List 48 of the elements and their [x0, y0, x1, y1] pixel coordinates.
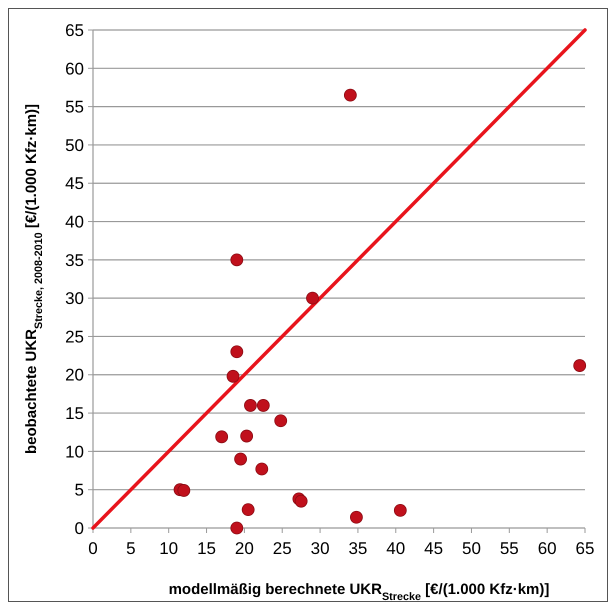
point [306, 292, 319, 305]
point [350, 510, 363, 524]
y-tick-label: 25 [65, 327, 84, 346]
point [573, 359, 586, 372]
point [230, 522, 244, 534]
x-tick-label: 20 [234, 539, 254, 558]
y-tick-label: 35 [65, 250, 84, 270]
x-tick-label: 40 [386, 539, 406, 558]
y-tick-label: 55 [65, 98, 84, 117]
point [230, 253, 244, 266]
point [255, 462, 268, 476]
point [215, 430, 228, 444]
y-tick-label: 45 [65, 174, 84, 194]
point [234, 452, 247, 466]
y-tick-label: 20 [65, 366, 84, 385]
point [226, 370, 240, 383]
y-tick-label: 10 [65, 442, 84, 462]
y-tick-label: 60 [65, 59, 84, 78]
y-tick-label: 30 [65, 289, 84, 308]
x-tick-label: 15 [197, 539, 216, 558]
point [240, 430, 254, 442]
point [344, 88, 357, 102]
point [394, 504, 407, 517]
y-tick-label: 40 [65, 212, 84, 232]
x-tick-label: 5 [126, 539, 136, 558]
y-tick-label: 15 [65, 404, 84, 424]
y-tick-label: 65 [65, 20, 84, 40]
x-tick-label: 30 [310, 539, 330, 558]
x-tick-label: 45 [424, 539, 444, 558]
point [177, 484, 190, 497]
y-tick-label: 0 [74, 518, 84, 538]
point [242, 503, 255, 516]
x-tick-label: 50 [462, 539, 481, 558]
point [256, 399, 270, 412]
y-tick-label: 5 [74, 480, 84, 500]
point [294, 494, 308, 508]
x-tick-label: 35 [348, 539, 368, 558]
x-axis-title: modellmäßig berechnete UKR$_{Strecke}$ [€/(1.000 Kfz·km)] [168, 581, 550, 603]
point [244, 399, 257, 412]
x-tick-label: 60 [538, 539, 557, 558]
x-tick-label: 55 [500, 539, 519, 558]
x-tick-label: 25 [272, 539, 292, 558]
point [230, 345, 244, 358]
y-tick-label: 50 [65, 136, 84, 155]
point [274, 414, 288, 428]
x-tick-label: 65 [576, 539, 594, 558]
x-tick-label: 10 [159, 539, 178, 558]
x-tick-label: 0 [88, 539, 98, 558]
